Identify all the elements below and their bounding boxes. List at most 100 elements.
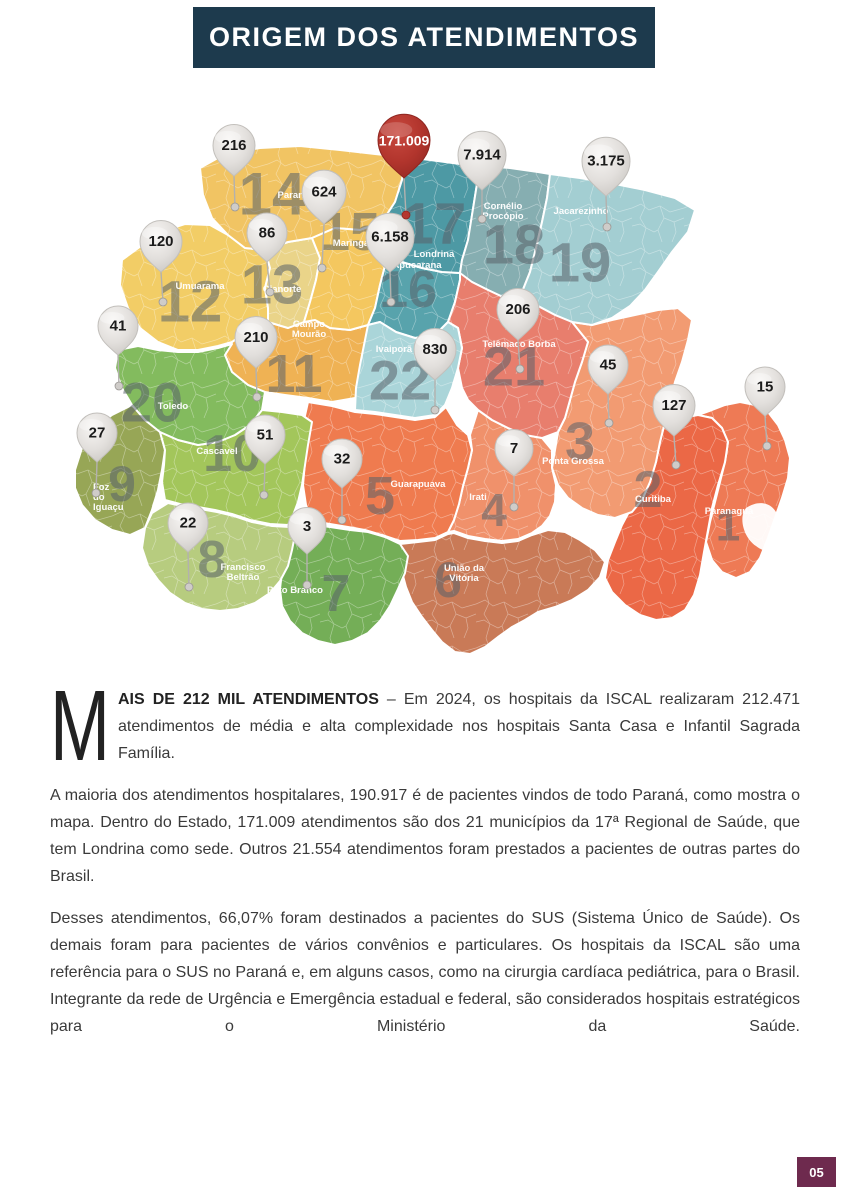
pin-value-21: 206 [505,301,530,318]
pin-shine [248,219,274,231]
pin-balloon-icon [139,220,183,273]
map-pin-17-highlight: 171.009 [377,113,431,220]
region-1-number: 1 [716,502,740,551]
pin-shine [289,513,314,525]
region-21-municipal-borders [448,273,588,438]
pin-string [673,435,677,466]
region-21-city-label: Telêmaco Borba [482,339,556,350]
region-18-number: 18 [483,213,545,276]
region-7-number: 7 [322,565,351,623]
region-7-municipal-borders [280,524,408,645]
pin-anchor-dot [317,263,327,273]
pin-value-17: 171.009 [379,132,430,148]
region-5-municipal-borders [303,402,472,541]
paragraph-2: A maioria dos atendimentos hospitalares,… [50,787,800,885]
pin-string [605,195,608,228]
region-3-municipal-borders [552,308,692,518]
region-7-city-label: Pato Branco [267,585,323,596]
region-20-municipal-borders [115,344,265,445]
pin-string [389,271,392,303]
pin-balloon-icon [234,316,278,369]
pin-value-1: 15 [757,379,774,396]
pin-anchor-dot [252,392,262,402]
region-18-city-label: Cornélio Procópio [482,201,523,222]
page-title: ORIGEM DOS ATENDIMENTOS [208,22,640,52]
article: M AIS DE 212 MIL ATENDIMENTOS – Em 2024,… [50,676,800,1055]
region-1-city-label: Paranaguá [705,506,754,517]
lead-paragraph: M AIS DE 212 MIL ATENDIMENTOS – Em 2024,… [50,676,800,776]
pin-value-14: 216 [221,137,246,154]
pin-balloon-icon [587,344,629,395]
pin-balloon-icon [377,113,431,179]
region-2-number: 2 [634,461,663,519]
pin-balloon-icon [97,305,139,356]
region-5-number: 5 [365,466,395,526]
lead-bold-text: AIS DE 212 MIL ATENDIMENTOS [118,691,379,708]
pin-string [95,461,98,494]
pin-balloon-icon [581,136,631,197]
pin-value-8: 22 [180,515,197,532]
region-3-city-label: Ponta Grossa [542,456,604,467]
pin-anchor-dot [302,580,312,590]
pin-string [403,177,407,216]
map-pin-12: 120 [139,220,183,307]
map-pin-9: 27 [76,412,118,498]
page-number: 05 [809,1164,824,1180]
pin-value-12: 120 [148,233,173,250]
map-pin-22: 830 [413,328,457,415]
pin-anchor-dot [184,582,194,592]
paranagua-bay [742,503,788,552]
pin-anchor-dot [762,441,772,451]
pin-value-3: 45 [600,357,617,374]
pin-balloon-icon [167,502,209,553]
region-6-city-label: União da Vitória [444,563,485,584]
map-regions-layer [74,145,791,655]
pin-anchor-dot [386,297,396,307]
pin-balloon-icon [287,507,327,555]
pin-shine [583,144,614,159]
pin-anchor-dot [91,488,101,498]
pin-balloon-icon [365,212,415,273]
pin-shine [99,312,125,324]
pin-anchor-dot [477,214,487,224]
pin-balloon-icon [496,288,540,341]
pin-balloon-icon [244,414,286,465]
pin-string [607,393,610,424]
region-17-city-label: Londrina [414,249,455,260]
pin-shine [654,390,681,404]
pin-shine [746,373,772,385]
pin-value-4: 7 [510,440,518,457]
region-12-number: 12 [158,270,223,335]
pin-string [255,367,258,398]
pin-value-7: 3 [303,518,311,535]
map-pin-3: 45 [587,344,629,428]
region-9-city-label: Foz do Iguaçu [93,482,124,513]
region-15-city-label: Maringá [333,238,370,249]
pin-value-18: 7.914 [463,147,501,164]
map-pin-2: 127 [652,384,696,470]
pin-balloon-icon [457,130,507,191]
pin-balloon-icon [76,412,118,463]
region-19-city-label: Jacarezinho [554,206,609,217]
pin-shine [236,322,263,336]
page-number-badge: 05 [797,1157,836,1187]
pin-value-16: 6.158 [371,229,409,246]
pin-balloon-icon [301,169,347,225]
map-pin-16: 6.158 [365,212,415,307]
map-pin-4: 7 [494,429,534,512]
pin-anchor-dot [430,405,440,415]
region-14-city-label: Paranavaí [278,190,323,201]
pin-shine [415,334,442,348]
pin-balloon-icon [212,124,256,177]
pin-value-13: 86 [259,225,276,242]
map-pin-20: 41 [97,305,139,391]
pin-shine [459,138,490,153]
pin-balloon-icon [652,384,696,437]
pin-anchor-dot [604,418,614,428]
pin-string [263,463,266,496]
pin-balloon-icon [494,429,534,477]
pin-anchor-dot [401,210,411,220]
pin-string [160,271,164,303]
